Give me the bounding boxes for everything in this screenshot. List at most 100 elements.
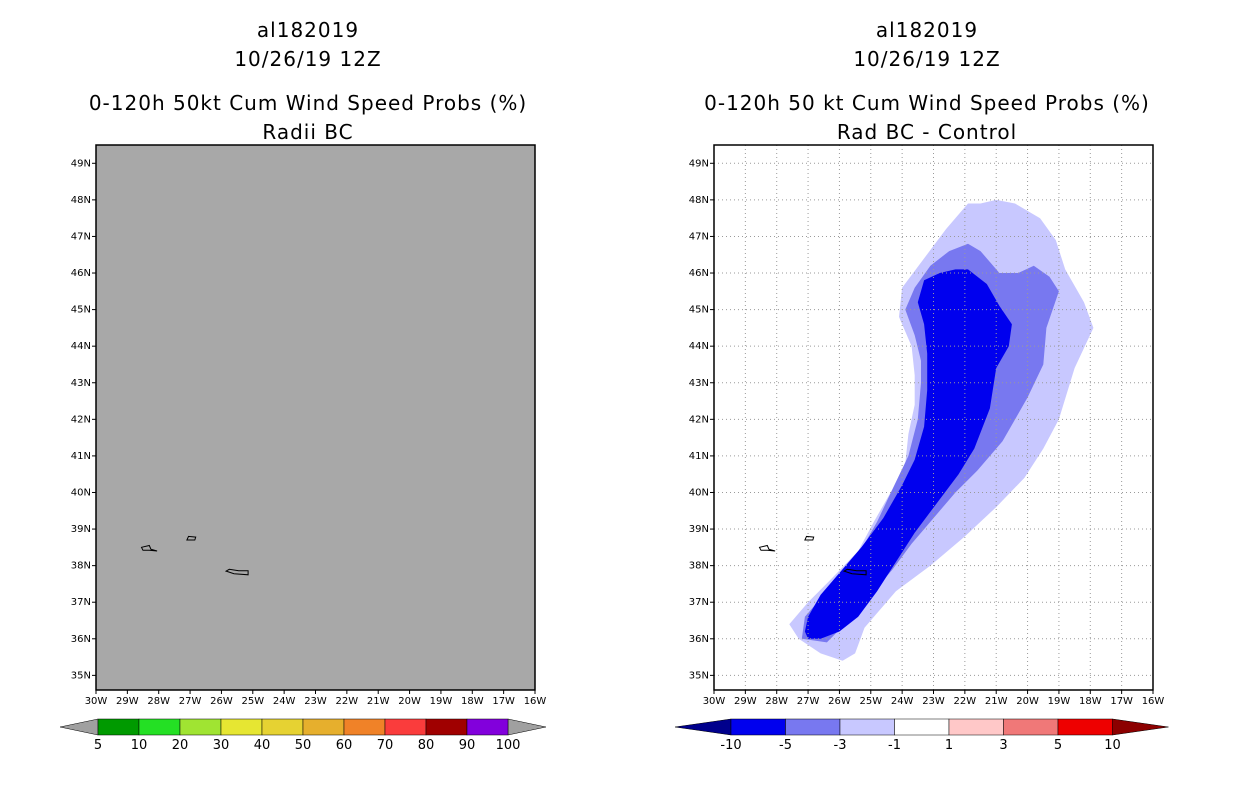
left-colorbar-low-arrow xyxy=(59,718,99,736)
right-colorbar-swatch xyxy=(894,718,950,736)
right-ytick-label: 39N xyxy=(689,524,709,535)
left-island-outline xyxy=(140,544,158,552)
left-colorbar-label: 5 xyxy=(94,738,102,753)
right-ytick-label: 40N xyxy=(689,487,709,498)
left-xtick-label: 21W xyxy=(367,696,390,707)
right-ytick-label: 44N xyxy=(689,341,709,352)
left-title-product: 0-120h 50kt Cum Wind Speed Probs (%) xyxy=(88,91,528,115)
right-ytick-label: 42N xyxy=(689,414,709,425)
right-xtick-label: 24W xyxy=(891,696,914,707)
right-title-storm-id: al182019 xyxy=(875,18,979,42)
left-island-outline xyxy=(224,568,249,576)
left-ytick-label: 43N xyxy=(71,378,91,389)
left-island-outline xyxy=(186,535,197,541)
left-colorbar-swatch xyxy=(425,718,468,736)
left-colorbar-label: 10 xyxy=(131,738,148,753)
right-colorbar-label: 5 xyxy=(1054,738,1062,753)
left-colorbar-label: 80 xyxy=(418,738,435,753)
left-title-date: 10/26/19 12Z xyxy=(234,47,382,71)
left-colorbar-swatch xyxy=(261,718,304,736)
right-xtick-label: 19W xyxy=(1048,696,1071,707)
right-xtick-label: 25W xyxy=(859,696,882,707)
right-ytick-label: 45N xyxy=(689,305,709,316)
left-xtick-label: 23W xyxy=(304,696,327,707)
left-ytick-label: 39N xyxy=(71,524,91,535)
right-ytick-label: 43N xyxy=(689,378,709,389)
right-ytick-label: 38N xyxy=(689,561,709,572)
right-ytick-label: 48N xyxy=(689,195,709,206)
right-xtick-label: 22W xyxy=(954,696,977,707)
left-ytick-label: 44N xyxy=(71,341,91,352)
left-colorbar-swatch xyxy=(302,718,345,736)
left-colorbar-swatch xyxy=(179,718,222,736)
left-ytick-label: 49N xyxy=(71,158,91,169)
right-island-outline xyxy=(758,544,776,552)
right-title-product: 0-120h 50 kt Cum Wind Speed Probs (%) xyxy=(704,91,1150,115)
right-xtick-label: 21W xyxy=(985,696,1008,707)
left-xtick-label: 25W xyxy=(241,696,264,707)
right-xtick-label: 30W xyxy=(703,696,726,707)
right-map-panel: 35N 36N 37N 38N 39N 40N 41N 42N 43N 44N 45N 46N 47N 4… xyxy=(689,144,1165,707)
right-xtick-label: 27W xyxy=(797,696,820,707)
left-colorbar-label: 50 xyxy=(295,738,312,753)
left-colorbar-swatch xyxy=(343,718,386,736)
left-colorbar-swatch xyxy=(138,718,181,736)
left-xtick-label: 18W xyxy=(461,696,484,707)
left-xtick-label: 30W xyxy=(85,696,108,707)
right-xtick-label: 28W xyxy=(765,696,788,707)
left-colorbar-label: 100 xyxy=(496,738,521,753)
left-colorbar-label: 70 xyxy=(377,738,394,753)
left-colorbar-label: 90 xyxy=(459,738,476,753)
right-colorbar-label: -5 xyxy=(779,738,792,753)
right-title-date: 10/26/19 12Z xyxy=(853,47,1001,71)
left-xtick-label: 20W xyxy=(398,696,421,707)
left-xtick-label: 29W xyxy=(116,696,139,707)
left-ytick-label: 36N xyxy=(71,634,91,645)
left-ytick-label: 37N xyxy=(71,597,91,608)
left-map-background xyxy=(96,145,535,690)
left-colorbar-swatch xyxy=(97,718,140,736)
left-ytick-label: 45N xyxy=(71,305,91,316)
right-colorbar-label: 10 xyxy=(1104,738,1121,753)
left-ytick-label: 46N xyxy=(71,268,91,279)
left-ytick-label: 48N xyxy=(71,195,91,206)
right-colorbar-label: 3 xyxy=(999,738,1007,753)
left-xtick-label: 26W xyxy=(210,696,233,707)
left-ytick-label: 38N xyxy=(71,561,91,572)
right-colorbar-label: -10 xyxy=(720,738,741,753)
left-ytick-label: 41N xyxy=(71,451,91,462)
right-island-outline xyxy=(842,568,867,576)
left-title-storm-id: al182019 xyxy=(256,18,360,42)
right-xtick-label: 23W xyxy=(922,696,945,707)
right-xtick-label: 29W xyxy=(734,696,757,707)
right-colorbar-label: -3 xyxy=(834,738,847,753)
right-ytick-label: 46N xyxy=(689,268,709,279)
left-colorbar-high-arrow xyxy=(507,718,547,736)
right-ytick-label: 36N xyxy=(689,634,709,645)
right-contour-minus5 xyxy=(804,269,1012,639)
right-xtick-label: 26W xyxy=(828,696,851,707)
left-xtick-label: 24W xyxy=(273,696,296,707)
left-ytick-label: 35N xyxy=(71,670,91,681)
right-colorbar-swatch xyxy=(730,718,786,736)
right-colorbar-high-arrow xyxy=(1112,718,1169,736)
left-colorbar-label: 30 xyxy=(213,738,230,753)
left-colorbar-label: 40 xyxy=(254,738,271,753)
left-xtick-label: 22W xyxy=(336,696,359,707)
right-colorbar-swatch xyxy=(839,718,895,736)
left-xtick-label: 17W xyxy=(492,696,515,707)
right-colorbar-swatch xyxy=(948,718,1004,736)
right-colorbar-label: 1 xyxy=(945,738,953,753)
right-xtick-label: 18W xyxy=(1079,696,1102,707)
right-colorbar-swatch xyxy=(1003,718,1059,736)
right-xtick-label: 20W xyxy=(1016,696,1039,707)
left-xtick-label: 27W xyxy=(179,696,202,707)
left-colorbar-swatch xyxy=(466,718,509,736)
right-colorbar: -10 -5 -3 -1 1 3 5 10 xyxy=(674,718,1169,753)
right-colorbar-label: -1 xyxy=(888,738,901,753)
right-subtitle: Rad BC - Control xyxy=(836,120,1018,144)
right-colorbar-swatch xyxy=(785,718,841,736)
left-ytick-label: 42N xyxy=(71,414,91,425)
right-xtick-label: 16W xyxy=(1142,696,1165,707)
